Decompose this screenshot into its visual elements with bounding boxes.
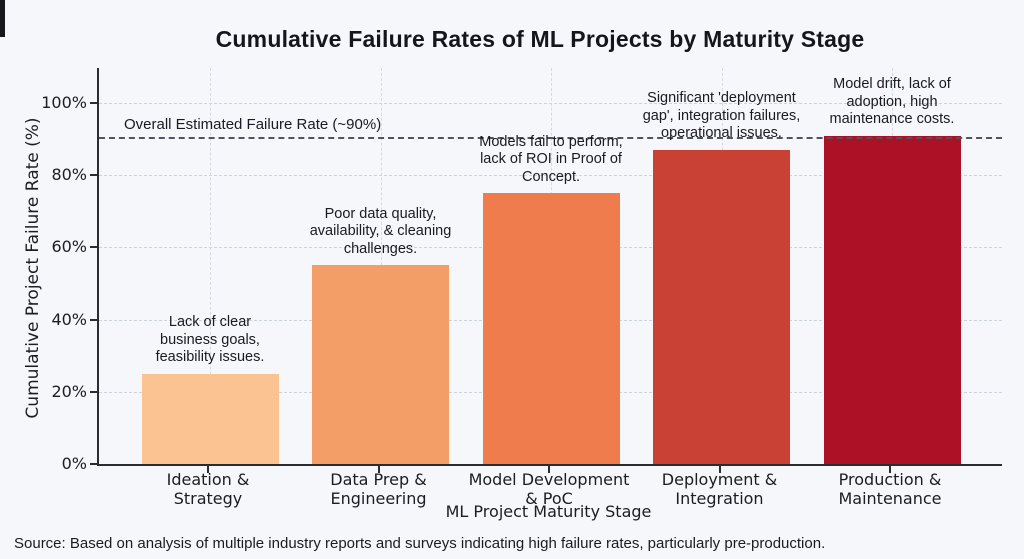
x-category-label: Production & Maintenance: [838, 470, 942, 508]
x-tick-mark: [207, 466, 209, 473]
gridline-horizontal: [99, 175, 1002, 177]
bar-annotation-1: Lack of clear business goals, feasibilit…: [155, 314, 265, 366]
y-tick-label: 40%: [51, 309, 87, 329]
bar-2: [312, 265, 449, 464]
y-tick-label: 20%: [51, 381, 87, 401]
y-tick-mark: [90, 318, 97, 321]
x-category-label: Data Prep & Engineering: [330, 470, 427, 508]
bar-annotation-5: Model drift, lack of adoption, high main…: [829, 76, 955, 128]
bar-5: [823, 135, 961, 464]
bar-3: [482, 193, 620, 464]
x-axis-title: ML Project Maturity Stage: [445, 502, 652, 521]
bar-annotation-4: Significant 'deployment gap', integratio…: [642, 90, 801, 142]
x-tick-mark: [718, 466, 721, 473]
y-tick-mark: [90, 174, 97, 177]
bar-1: [141, 373, 279, 464]
x-tick-mark: [889, 466, 891, 473]
bar-annotation-2: Poor data quality, availability, & clean…: [309, 205, 452, 257]
gridline-horizontal: [99, 103, 1002, 105]
threshold-line: [99, 137, 1002, 140]
chart-title: Cumulative Failure Rates of ML Projects …: [215, 26, 865, 52]
y-tick-label: 60%: [51, 237, 87, 257]
bar-annotation-3: Models fail to perform, lack of ROI in P…: [479, 133, 623, 185]
x-category-label: Model Development & PoC: [468, 470, 630, 508]
source-note: Source: Based on analysis of multiple in…: [14, 535, 826, 552]
x-category-label: Ideation & Strategy: [166, 470, 250, 508]
y-tick-mark: [90, 246, 97, 249]
y-tick-mark: [90, 102, 97, 104]
plot-area: Overall Estimated Failure Rate (~90%) Lac…: [97, 68, 1002, 466]
y-tick-mark: [90, 390, 97, 393]
x-tick-mark: [548, 466, 550, 473]
bar-4: [653, 149, 790, 464]
screen-edge-artifact: [0, 0, 5, 37]
y-tick-label: 100%: [41, 93, 87, 112]
threshold-label: Overall Estimated Failure Rate (~90%): [124, 116, 382, 134]
x-category-label: Deployment & Integration: [661, 470, 778, 508]
y-tick-mark: [90, 463, 97, 465]
y-tick-label: 0%: [61, 454, 87, 473]
gridline-vertical: [210, 68, 211, 464]
y-tick-label: 80%: [51, 165, 87, 185]
x-tick-mark: [377, 466, 380, 473]
